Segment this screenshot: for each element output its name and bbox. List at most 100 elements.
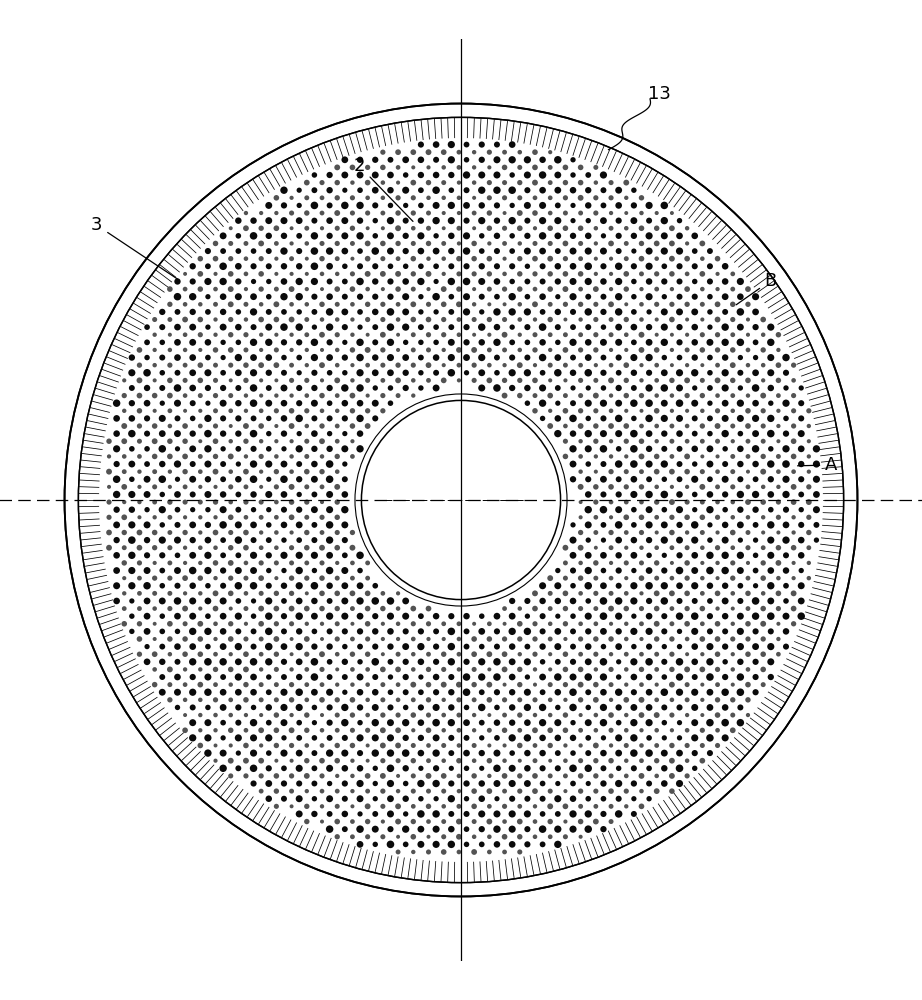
Point bbox=[452, 144, 467, 160]
Point bbox=[566, 152, 581, 168]
Point bbox=[352, 821, 367, 837]
Point bbox=[185, 517, 200, 533]
Point bbox=[230, 760, 245, 776]
Point bbox=[573, 433, 588, 449]
Point bbox=[490, 806, 504, 822]
Point bbox=[330, 570, 345, 586]
Point bbox=[558, 753, 573, 769]
Point bbox=[413, 715, 428, 731]
Point bbox=[634, 357, 649, 373]
Point bbox=[558, 661, 573, 677]
Point bbox=[680, 646, 694, 662]
Point bbox=[611, 213, 626, 229]
Point bbox=[543, 601, 558, 617]
Point bbox=[216, 623, 230, 639]
Point bbox=[527, 814, 542, 830]
Point bbox=[581, 273, 596, 289]
Point bbox=[170, 334, 184, 350]
Point bbox=[505, 167, 520, 183]
Point bbox=[330, 525, 345, 541]
Point bbox=[291, 273, 306, 289]
Point bbox=[291, 593, 306, 609]
Point bbox=[170, 319, 184, 335]
Point bbox=[330, 433, 345, 449]
Point bbox=[223, 235, 238, 251]
Point bbox=[649, 312, 664, 328]
Point bbox=[543, 327, 558, 343]
Point bbox=[254, 403, 268, 419]
Point bbox=[733, 639, 748, 655]
Point bbox=[649, 585, 664, 601]
Point bbox=[687, 684, 703, 700]
Point bbox=[322, 486, 337, 502]
Point bbox=[330, 190, 345, 206]
Point bbox=[687, 273, 703, 289]
Point bbox=[254, 722, 268, 738]
Point bbox=[550, 350, 565, 366]
Point bbox=[307, 486, 322, 502]
Point bbox=[733, 410, 748, 426]
Point bbox=[208, 494, 223, 510]
Point bbox=[178, 281, 193, 297]
Point bbox=[520, 639, 535, 655]
Point bbox=[413, 745, 428, 761]
Point bbox=[703, 486, 717, 502]
Point bbox=[322, 699, 337, 715]
Point bbox=[421, 646, 436, 662]
Point bbox=[634, 525, 649, 541]
Point bbox=[193, 281, 207, 297]
Point bbox=[597, 669, 611, 685]
Point bbox=[139, 456, 154, 472]
Point bbox=[604, 646, 619, 662]
Point bbox=[307, 806, 322, 822]
Point bbox=[124, 532, 139, 548]
Point bbox=[672, 502, 687, 518]
Point bbox=[368, 182, 383, 198]
Point bbox=[375, 585, 390, 601]
Point bbox=[314, 296, 329, 312]
Point bbox=[649, 707, 664, 723]
Point bbox=[497, 235, 512, 251]
Point bbox=[748, 456, 762, 472]
Point bbox=[649, 570, 664, 586]
Point bbox=[740, 646, 755, 662]
Point bbox=[300, 357, 314, 373]
Point bbox=[368, 608, 383, 624]
Point bbox=[527, 722, 542, 738]
Point bbox=[230, 456, 245, 472]
Point bbox=[398, 730, 413, 746]
Point bbox=[634, 585, 649, 601]
Point bbox=[444, 152, 459, 168]
Point bbox=[703, 684, 717, 700]
Point bbox=[239, 388, 254, 404]
Point bbox=[375, 601, 390, 617]
Point bbox=[269, 555, 284, 571]
Point bbox=[322, 380, 337, 396]
Point bbox=[223, 646, 238, 662]
Point bbox=[467, 692, 481, 708]
Point bbox=[216, 441, 230, 457]
Point bbox=[208, 707, 223, 723]
Point bbox=[216, 669, 230, 685]
Point bbox=[717, 441, 732, 457]
Point bbox=[771, 403, 786, 419]
Point bbox=[756, 312, 771, 328]
Point bbox=[262, 319, 277, 335]
Point bbox=[619, 464, 633, 480]
Point bbox=[345, 829, 360, 845]
Point bbox=[269, 677, 284, 693]
Point bbox=[216, 456, 230, 472]
Point bbox=[117, 372, 132, 388]
Point bbox=[246, 623, 261, 639]
Point bbox=[665, 677, 680, 693]
Point bbox=[200, 593, 215, 609]
Point bbox=[421, 220, 436, 236]
Point bbox=[421, 844, 436, 860]
Point bbox=[672, 593, 687, 609]
Point bbox=[406, 266, 420, 282]
Point bbox=[763, 426, 778, 442]
Point bbox=[337, 821, 352, 837]
Point bbox=[307, 471, 322, 487]
Point bbox=[269, 753, 284, 769]
Point bbox=[581, 502, 596, 518]
